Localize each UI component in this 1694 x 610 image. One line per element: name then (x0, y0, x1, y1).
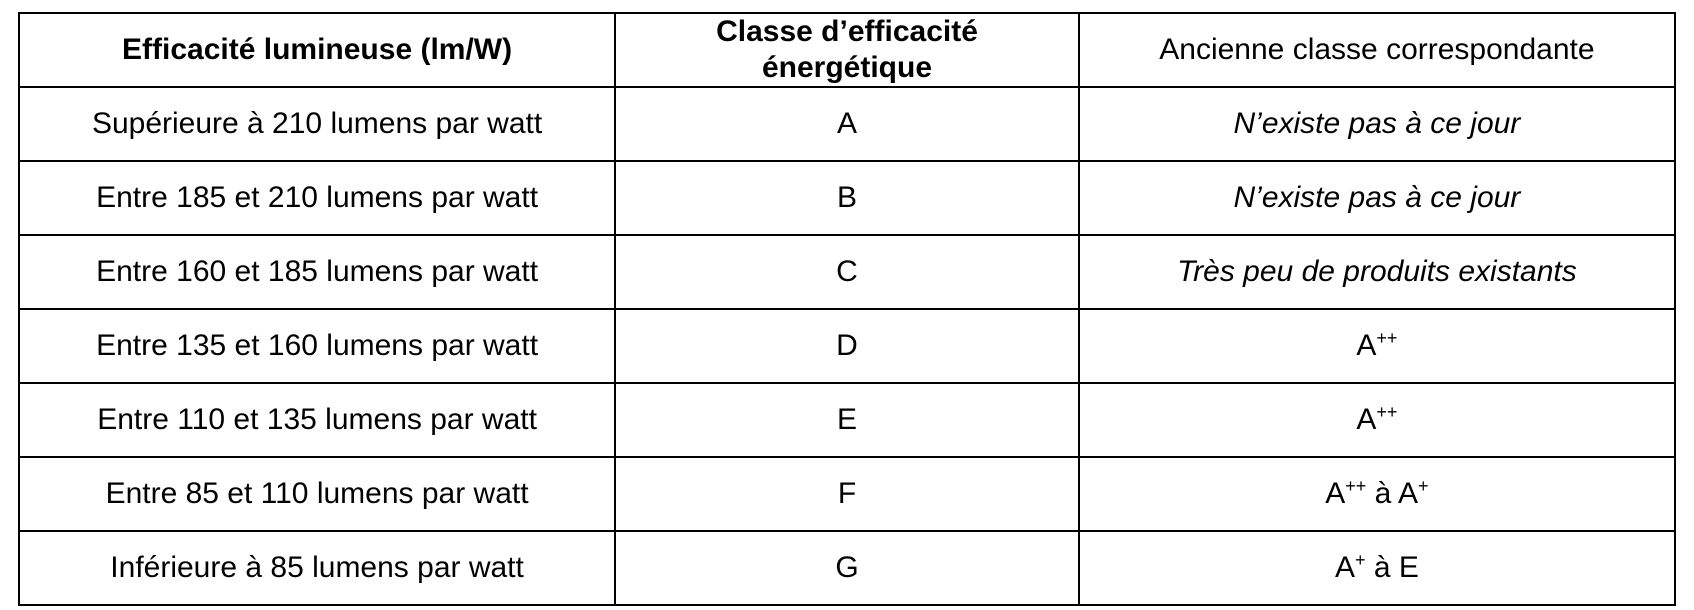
cell-classe: G (615, 531, 1079, 605)
table-row: Entre 160 et 185 lumens par wattCTrès pe… (19, 235, 1675, 309)
table-row: Entre 110 et 135 lumens par wattEA++ (19, 383, 1675, 457)
energy-class-table: Efficacité lumineuse (lm/W) Classe d’eff… (18, 12, 1676, 606)
cell-efficacite: Entre 160 et 185 lumens par watt (19, 235, 615, 309)
table-body: Supérieure à 210 lumens par wattAN’exist… (19, 87, 1675, 605)
col-header-efficacite: Efficacité lumineuse (lm/W) (19, 13, 615, 87)
cell-ancienne: A++ (1079, 383, 1675, 457)
table-row: Entre 185 et 210 lumens par wattBN’exist… (19, 161, 1675, 235)
cell-classe: E (615, 383, 1079, 457)
cell-ancienne: N’existe pas à ce jour (1079, 161, 1675, 235)
col-header-ancienne: Ancienne classe correspondante (1079, 13, 1675, 87)
cell-efficacite: Entre 135 et 160 lumens par watt (19, 309, 615, 383)
col-header-classe: Classe d’efficacité énergétique (615, 13, 1079, 87)
cell-classe: F (615, 457, 1079, 531)
cell-efficacite: Supérieure à 210 lumens par watt (19, 87, 615, 161)
cell-efficacite: Entre 185 et 210 lumens par watt (19, 161, 615, 235)
cell-efficacite: Entre 110 et 135 lumens par watt (19, 383, 615, 457)
table-row: Entre 85 et 110 lumens par wattFA++ à A+ (19, 457, 1675, 531)
cell-classe: D (615, 309, 1079, 383)
table-row: Inférieure à 85 lumens par wattGA+ à E (19, 531, 1675, 605)
table-header: Efficacité lumineuse (lm/W) Classe d’eff… (19, 13, 1675, 87)
table-row: Entre 135 et 160 lumens par wattDA++ (19, 309, 1675, 383)
cell-ancienne: Très peu de produits existants (1079, 235, 1675, 309)
table-header-row: Efficacité lumineuse (lm/W) Classe d’eff… (19, 13, 1675, 87)
cell-efficacite: Inférieure à 85 lumens par watt (19, 531, 615, 605)
cell-ancienne: A+ à E (1079, 531, 1675, 605)
cell-classe: A (615, 87, 1079, 161)
cell-ancienne: N’existe pas à ce jour (1079, 87, 1675, 161)
cell-classe: B (615, 161, 1079, 235)
cell-ancienne: A++ (1079, 309, 1675, 383)
cell-classe: C (615, 235, 1079, 309)
cell-ancienne: A++ à A+ (1079, 457, 1675, 531)
table-row: Supérieure à 210 lumens par wattAN’exist… (19, 87, 1675, 161)
cell-efficacite: Entre 85 et 110 lumens par watt (19, 457, 615, 531)
